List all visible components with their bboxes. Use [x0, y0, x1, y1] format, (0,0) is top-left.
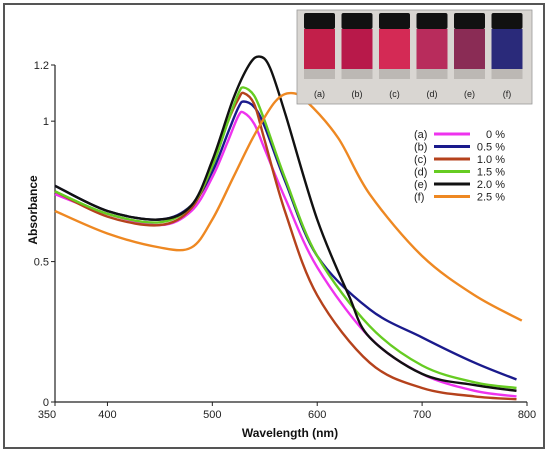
vial-label: (c) [389, 89, 400, 99]
y-tick-label: 1.2 [34, 60, 49, 72]
vial-label: (b) [352, 89, 363, 99]
vial-cap [416, 13, 448, 29]
vial-base [379, 69, 410, 79]
legend-series-name: 2.0 % [477, 179, 505, 191]
vial-cap [304, 13, 335, 29]
vial-body [341, 29, 373, 69]
legend-key-label: (b) [414, 142, 427, 154]
vial-cap [454, 13, 485, 29]
vial-cap [341, 13, 373, 29]
vial-body [304, 29, 335, 69]
x-tick-label: 350 [38, 409, 56, 421]
legend-series-name: 2.5 % [477, 192, 505, 204]
x-tick-label: 400 [98, 409, 116, 421]
legend-key-label: (f) [414, 192, 424, 204]
series-line-2 [54, 91, 517, 401]
series-line-0 [54, 110, 517, 398]
vial-body [491, 29, 523, 69]
legend-key-label: (c) [414, 154, 427, 166]
legend-series-name: 0.5 % [477, 142, 505, 154]
series-line-1 [54, 100, 517, 381]
vial-base [416, 69, 448, 79]
legend-key-label: (d) [414, 167, 427, 179]
series-group [54, 55, 523, 401]
legend-key-label: (e) [414, 179, 427, 191]
legend-series-name: 0 % [486, 129, 505, 141]
vial-body [454, 29, 485, 69]
vial-label: (a) [314, 89, 325, 99]
series-line-4 [54, 55, 517, 392]
vial-body [379, 29, 410, 69]
legend-series-name: 1.0 % [477, 154, 505, 166]
y-tick-label: 0 [43, 397, 49, 409]
vial-label: (f) [503, 89, 512, 99]
vial-body [416, 29, 448, 69]
y-tick-label: 0.5 [34, 257, 49, 269]
series-line-3 [54, 86, 517, 390]
y-tick-label: 1 [43, 116, 49, 128]
vial-cap [379, 13, 410, 29]
vial-label: (d) [427, 89, 438, 99]
vials-inset: (a) (b) (c) (d) (e) (f) [296, 9, 533, 105]
vial-base [491, 69, 523, 79]
vial-base [341, 69, 373, 79]
vial-base [304, 69, 335, 79]
vial-cap [491, 13, 523, 29]
legend-key-label: (a) [414, 129, 427, 141]
vial-label: (e) [464, 89, 475, 99]
x-tick-label: 800 [518, 409, 536, 421]
legend-series-name: 1.5 % [477, 167, 505, 179]
x-tick-label: 500 [203, 409, 221, 421]
x-tick-label: 700 [413, 409, 431, 421]
vial-base [454, 69, 485, 79]
x-ticks: 350 400 500 600 700 800 [38, 402, 536, 421]
y-axis-label: Absorbance [26, 175, 40, 245]
x-axis-label: Wavelength (nm) [242, 426, 338, 440]
legend: (a) 0 % (b) 0.5 % (c) 1.0 % (d) 1.5 % (e) 2.0 % (f… [414, 129, 505, 204]
y-ticks: 0 0.5 1 1.2 [34, 60, 55, 409]
series-line-5 [54, 91, 523, 322]
x-tick-label: 600 [308, 409, 326, 421]
axes [54, 65, 527, 403]
